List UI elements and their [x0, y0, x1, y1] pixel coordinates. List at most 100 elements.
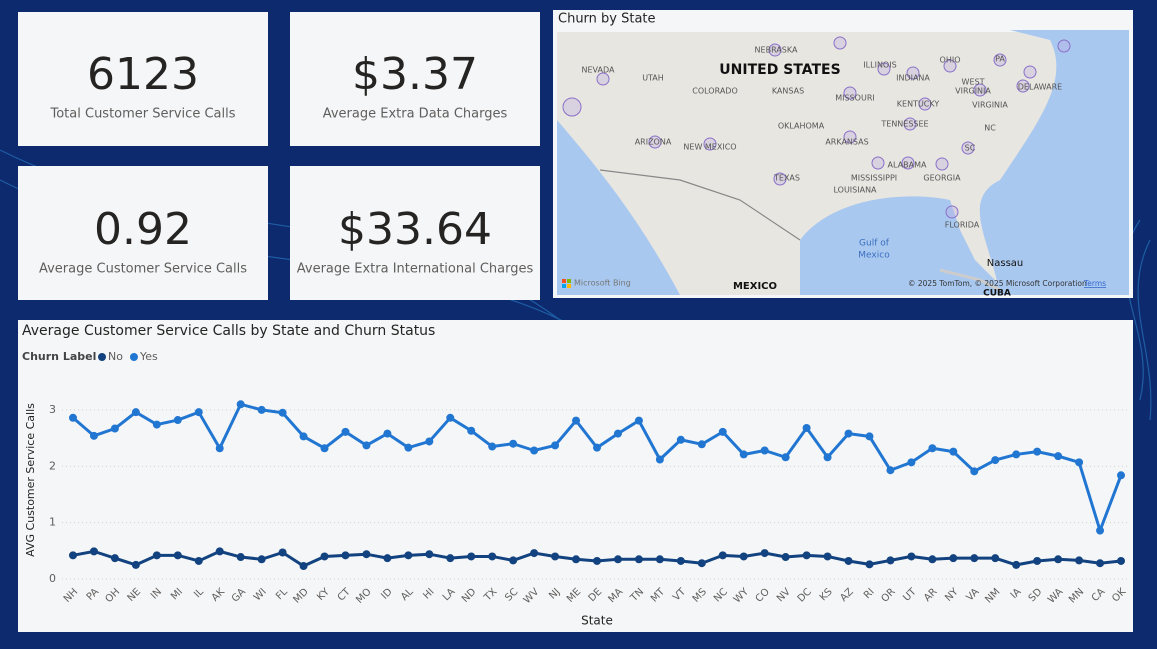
data-point [551, 552, 560, 561]
data-point [110, 424, 119, 433]
map-label: GEORGIA [923, 174, 961, 183]
data-point [613, 429, 622, 438]
data-point [383, 554, 392, 563]
data-point [1033, 556, 1042, 565]
data-point [1117, 471, 1125, 480]
map-label: NEVADA [582, 66, 615, 75]
data-point [362, 441, 371, 450]
legend-marker [129, 353, 138, 361]
legend-title: Churn Label [22, 350, 96, 363]
data-point [467, 426, 476, 435]
data-point [823, 552, 832, 561]
map-label: UTAH [642, 74, 664, 83]
legend-label: Yes [139, 350, 158, 363]
data-point [928, 555, 937, 564]
data-point [886, 466, 895, 475]
data-point [781, 453, 790, 462]
data-point [907, 458, 916, 467]
chart-title: Average Customer Service Calls by State … [22, 323, 435, 339]
data-point [1117, 556, 1125, 565]
data-point [907, 552, 916, 561]
kpi-value: 6123 [87, 49, 199, 100]
data-point [341, 427, 350, 436]
data-point [655, 555, 664, 564]
map-label: VIRGINIA [955, 87, 991, 96]
data-point [425, 437, 434, 446]
data-point [467, 552, 476, 561]
data-point [949, 447, 958, 456]
kpi-card [18, 12, 268, 146]
x-axis-title: State [581, 614, 613, 628]
data-point [613, 555, 622, 564]
data-point [886, 556, 895, 565]
data-point [383, 429, 392, 438]
data-point [844, 429, 853, 438]
map-label: DELAWARE [1018, 83, 1062, 92]
data-point [257, 555, 266, 564]
map-label: Mexico [858, 251, 890, 261]
data-point [152, 420, 161, 429]
data-point [509, 556, 518, 565]
map-terms[interactable]: Terms [1083, 279, 1106, 288]
data-point [320, 552, 329, 561]
data-point [488, 442, 497, 451]
data-point [991, 554, 1000, 563]
kpi-label: Total Customer Service Calls [50, 107, 236, 122]
map-label: FLORIDA [945, 221, 980, 230]
data-point [110, 554, 119, 563]
data-point [69, 413, 77, 422]
data-point [865, 560, 874, 569]
data-point [89, 431, 98, 440]
chart-panel [18, 320, 1133, 632]
data-point [634, 416, 643, 425]
data-point [257, 405, 266, 414]
map-label: COLORADO [692, 87, 738, 96]
map-label: UNITED STATES [719, 62, 840, 78]
data-point [404, 551, 413, 560]
map-label: TEXAS [773, 174, 800, 183]
map-label: KENTUCKY [897, 100, 940, 109]
map-label: INDIANA [896, 74, 930, 83]
data-point [739, 450, 748, 459]
data-point [1012, 450, 1021, 459]
map-label: ARIZONA [635, 138, 672, 147]
data-point [572, 555, 581, 564]
data-point [739, 552, 748, 561]
data-point [1033, 447, 1042, 456]
data-point [1075, 458, 1084, 467]
data-point [215, 547, 224, 556]
map-label: ALABAMA [888, 161, 927, 170]
data-point [173, 416, 182, 425]
data-point [425, 550, 434, 559]
map-label: NC [984, 124, 996, 133]
data-point [320, 444, 329, 453]
kpi-card [18, 166, 268, 300]
map-provider: Microsoft Bing [574, 279, 631, 288]
data-point [865, 432, 874, 441]
data-point [760, 549, 769, 558]
data-point [131, 408, 140, 417]
data-point [1096, 559, 1105, 568]
data-point [572, 416, 581, 425]
data-point [488, 552, 497, 561]
data-point [1054, 452, 1063, 461]
legend-marker [98, 353, 106, 361]
data-point [446, 554, 455, 563]
data-point [194, 408, 203, 417]
data-point [991, 456, 1000, 465]
map-label: VIRGINIA [972, 101, 1008, 110]
data-point [446, 413, 455, 422]
kpi-card [290, 12, 540, 146]
map-label: NEBRASKA [755, 46, 798, 55]
data-point [131, 560, 140, 569]
map-label: ARKANSAS [825, 138, 868, 147]
data-point [1075, 556, 1084, 565]
data-point [697, 559, 706, 568]
data-point [69, 551, 77, 560]
map-label: SC [965, 144, 976, 153]
data-point [299, 432, 308, 441]
map-label: TENNESSEE [880, 120, 928, 129]
data-point [551, 441, 560, 450]
map-label: LOUISIANA [833, 186, 877, 195]
map-label: Nassau [987, 258, 1024, 269]
